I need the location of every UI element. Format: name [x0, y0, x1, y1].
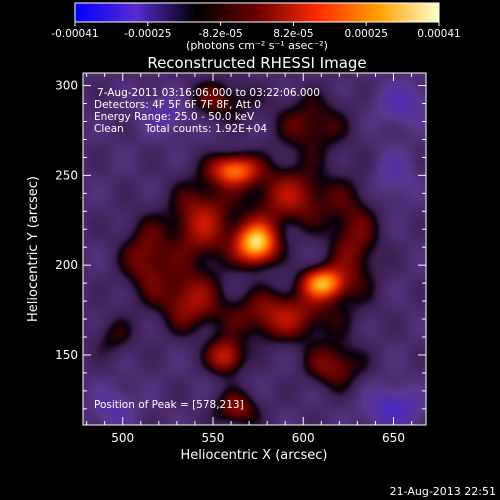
x-axis-label: Heliocentric X (arcsec) [181, 448, 328, 463]
colorbar-tick-label: -8.2e-05 [199, 28, 243, 40]
info-time-range: 7-Aug-2011 03:16:06.000 to 03:22:06.000 [97, 87, 320, 99]
colorbar-units: (photons cm⁻² s⁻¹ asec⁻²) [186, 39, 328, 52]
y-tick-label: 150 [55, 348, 78, 362]
y-tick-label: 300 [55, 79, 78, 93]
y-tick-label: 250 [55, 168, 78, 182]
info-detectors: Detectors: 4F 5F 6F 7F 8F, Att 0 [94, 99, 261, 111]
info-algorithm: Clean [94, 123, 124, 135]
axes: 500 550 600 650 150 200 250 300 [55, 73, 426, 445]
info-total-counts: Total counts: 1.92E+04 [144, 123, 267, 135]
colorbar-tick-label: 0.00041 [417, 28, 460, 40]
colorbar [74, 2, 440, 23]
colorbar-tick-label: 8.2e-05 [273, 28, 313, 40]
heatmap-image [83, 73, 426, 425]
peak-position-label: Position of Peak = [578,213] [94, 399, 244, 411]
y-tick-label: 200 [55, 258, 78, 272]
x-tick-label: 550 [202, 431, 225, 445]
colorbar-tick-label: -0.00041 [51, 28, 98, 40]
footer-timestamp: 21-Aug-2013 22:51 [390, 485, 496, 498]
plot-frame [82, 72, 427, 426]
colorbar-tick-label: 0.00025 [344, 28, 387, 40]
x-tick-label: 500 [111, 431, 134, 445]
x-tick-label: 650 [382, 431, 405, 445]
info-energy-range: Energy Range: 25.0 - 50.0 keV [94, 111, 255, 123]
chart-title: Reconstructed RHESSI Image [147, 54, 366, 72]
colorbar-tick-label: -0.00025 [124, 28, 171, 40]
y-axis-label: Heliocentric Y (arcsec) [26, 176, 41, 322]
colorbar-ticks: -0.00041 -0.00025 -8.2e-05 8.2e-05 0.00025 0.… [51, 22, 461, 40]
x-tick-label: 600 [292, 431, 315, 445]
